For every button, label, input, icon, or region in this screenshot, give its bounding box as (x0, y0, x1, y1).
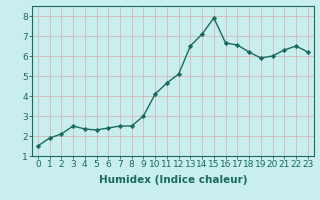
X-axis label: Humidex (Indice chaleur): Humidex (Indice chaleur) (99, 175, 247, 185)
